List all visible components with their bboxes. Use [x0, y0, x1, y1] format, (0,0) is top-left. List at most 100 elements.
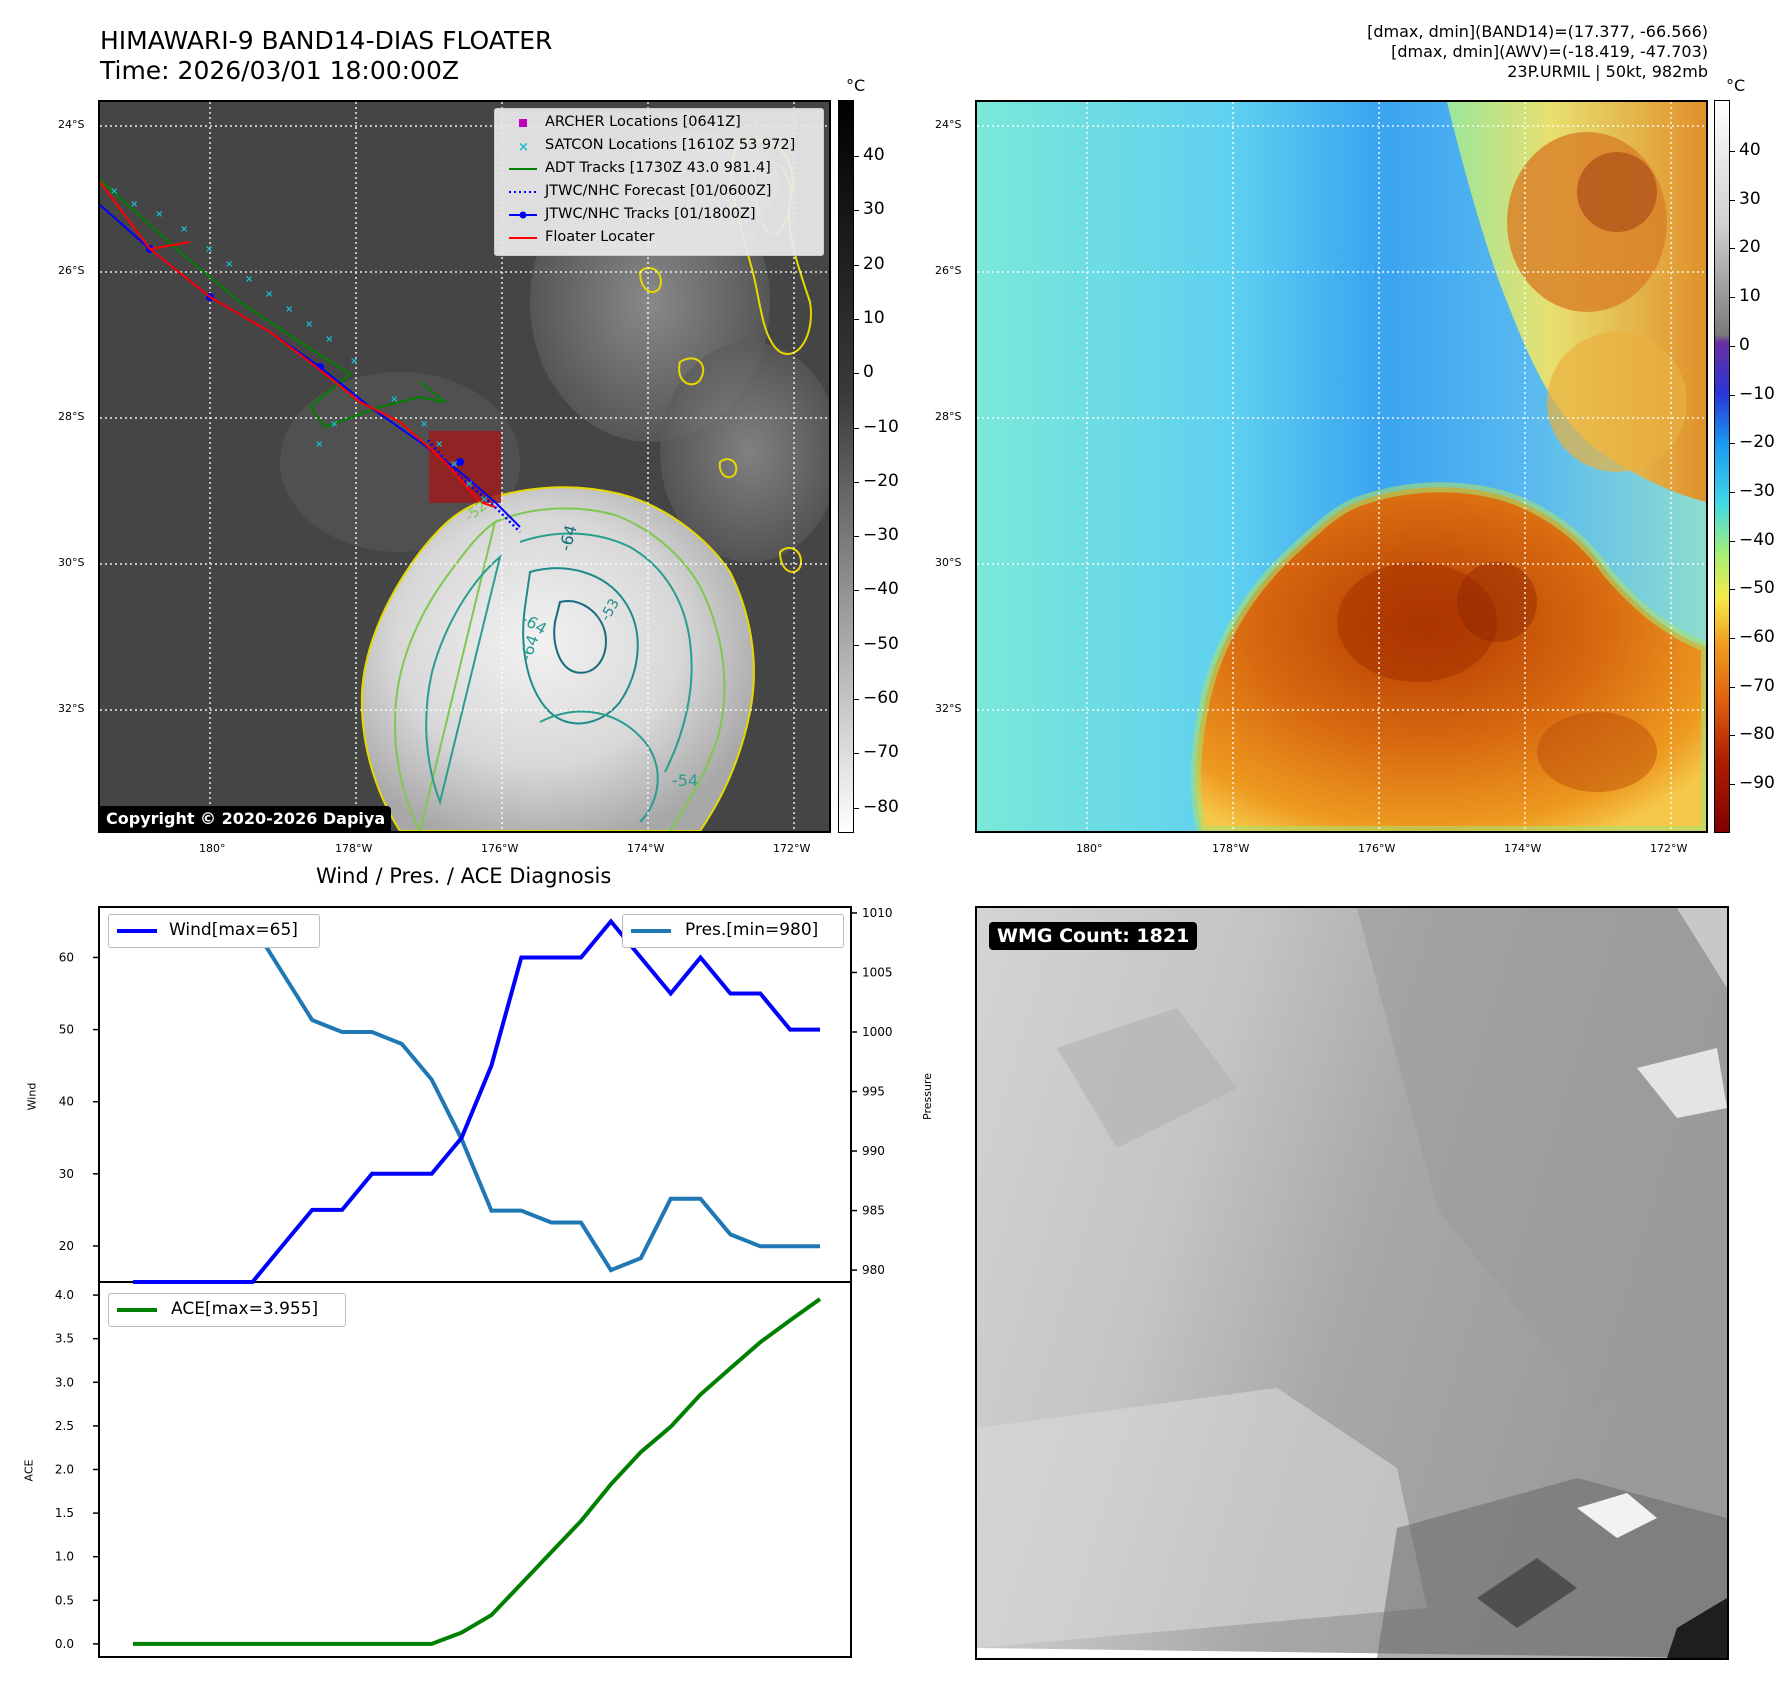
- color-cbar-tick-label: −10: [1739, 383, 1775, 404]
- pressure-axis-tick-label: 1010: [862, 906, 893, 920]
- gray-cbar-tick-mark: [853, 699, 859, 700]
- floater-locator-box: [429, 431, 501, 503]
- color-cbar-tick-label: 30: [1739, 188, 1761, 209]
- color-cbar-tick-label: −50: [1739, 578, 1775, 599]
- color-cbar-tick-label: −70: [1739, 675, 1775, 696]
- color-cbar-tick-label: −30: [1739, 480, 1775, 501]
- gray-cbar-tick-mark: [853, 264, 859, 266]
- color-cbar-tick-mark: [1729, 686, 1735, 688]
- gray-cbar-tick-mark: [853, 156, 859, 157]
- ace-axis-tick-label: 0.5: [55, 1593, 74, 1607]
- svg-text:×: ×: [420, 419, 428, 430]
- wind-axis-tick-label: 30: [59, 1167, 74, 1181]
- wind-legend: Wind[max=65]: [108, 914, 320, 948]
- gray-cbar-tick-label: −40: [863, 579, 899, 600]
- gray-cbar-tick-mark: [853, 318, 859, 320]
- svg-text:×: ×: [350, 356, 358, 367]
- wmg-image: [977, 908, 1727, 1658]
- lon-label-178w: 178°W: [335, 842, 373, 855]
- color-cbar-tick-label: 40: [1739, 140, 1761, 160]
- svg-text:×: ×: [518, 140, 529, 153]
- color-cbar-tick-label: −80: [1739, 724, 1775, 745]
- pressure-legend: Pres.[min=980]: [622, 914, 844, 948]
- pressure-axis-tick-label: 1000: [862, 1025, 893, 1039]
- wind-axis-tick-label: 50: [59, 1023, 74, 1037]
- ace-axis-tick-label: 2.0: [55, 1463, 74, 1477]
- gray-cbar-tick-label: 0: [863, 362, 874, 383]
- gray-cbar-tick-label: −30: [863, 525, 899, 546]
- dmax-band14: [dmax, dmin](BAND14)=(17.377, -66.566): [1367, 22, 1708, 41]
- storm-info: 23P.URMIL | 50kt, 982mb: [1507, 62, 1708, 81]
- jtwc-forecast-track: [427, 439, 521, 533]
- figure-time: Time: 2026/03/01 18:00:00Z: [100, 56, 459, 85]
- color-cbar-tick-mark: [1729, 151, 1735, 152]
- ir-map-panel: × × × × × × × × × × × × × × × × × × × × -64 -64 -64 -54…: [98, 100, 831, 833]
- r-lon-label-174w: 174°W: [1504, 842, 1542, 855]
- figure-title: HIMAWARI-9 BAND14-DIAS FLOATER: [100, 26, 553, 55]
- diagnosis-chart: 60 50 40 30 20 1010 1005 1000 995 990 985 980 4.0 3…: [55, 906, 893, 1658]
- gray-cbar-tick-label: −20: [863, 470, 899, 491]
- color-map-image: [977, 102, 1706, 831]
- svg-text:×: ×: [180, 224, 188, 235]
- lon-label-174w: 174°W: [627, 842, 665, 855]
- svg-text:×: ×: [325, 334, 333, 345]
- gray-cbar-tick-label: 40: [863, 145, 885, 165]
- ace-legend: ACE[max=3.955]: [108, 1293, 346, 1327]
- color-cbar-tick-mark: [1729, 638, 1735, 639]
- lon-label-172w: 172°W: [773, 842, 811, 855]
- gray-colorbar: [838, 100, 854, 833]
- svg-text:×: ×: [130, 199, 138, 210]
- ace-axis-tick-label: 3.5: [55, 1332, 74, 1346]
- lat-label-24s: 24°S: [58, 118, 85, 131]
- satcon-markers: × × × × × × × × × × × × × × × × × × × ×: [110, 186, 488, 505]
- color-cbar-unit: °C: [1726, 76, 1746, 95]
- cyclone-cloud-shield: [361, 487, 754, 831]
- color-cbar-tick-mark: [1729, 199, 1735, 201]
- svg-text:×: ×: [305, 319, 313, 330]
- color-cbar-tick-label: −60: [1739, 627, 1775, 647]
- pressure-axis-tick-label: 1005: [862, 965, 893, 979]
- r-lat-label-30s: 30°S: [935, 556, 962, 569]
- color-cbar-tick-mark: [1729, 491, 1735, 493]
- color-cbar-tick-mark: [1729, 345, 1735, 347]
- gray-cbar-tick-label: −80: [863, 796, 899, 817]
- ace-axis-tick-label: 1.0: [55, 1550, 74, 1564]
- svg-text:×: ×: [465, 479, 473, 490]
- gray-cbar-tick-mark: [853, 210, 859, 212]
- legend-floater: Floater Locater: [509, 229, 655, 245]
- lat-label-28s: 28°S: [58, 410, 85, 423]
- gray-cbar-tick-mark: [853, 427, 859, 429]
- color-colorbar: [1714, 100, 1730, 833]
- svg-text:×: ×: [390, 394, 398, 405]
- color-map-gridlines: [977, 102, 1706, 831]
- ace-axis-tick-label: 4.0: [55, 1288, 74, 1302]
- color-cbar-tick-mark: [1729, 589, 1735, 591]
- lat-label-30s: 30°S: [58, 556, 85, 569]
- gray-cbar-tick-mark: [853, 536, 859, 538]
- wind-axis-tick-label: 60: [59, 950, 74, 964]
- lon-label-180: 180°: [199, 842, 226, 855]
- color-cbar-tick-label: 10: [1739, 286, 1761, 307]
- pressure-axis-tick-label: 985: [862, 1204, 885, 1218]
- gray-cbar-tick-mark: [853, 590, 859, 592]
- color-cbar-tick-mark: [1729, 784, 1735, 786]
- svg-text:×: ×: [315, 439, 323, 450]
- ace-axis-tick-label: 3.0: [55, 1375, 74, 1389]
- svg-text:×: ×: [225, 259, 233, 270]
- dmax-awv: [dmax, dmin](AWV)=(-18.419, -47.703): [1391, 42, 1708, 61]
- svg-text:×: ×: [285, 304, 293, 315]
- map-legend: ARCHER Locations [0641Z] × SATCON Locati…: [494, 108, 824, 256]
- ace-plot-frame: [98, 1281, 852, 1658]
- gray-cbar-tick-mark: [853, 373, 859, 375]
- svg-text:×: ×: [330, 419, 338, 430]
- r-lon-label-178w: 178°W: [1212, 842, 1250, 855]
- ace-axis-tick-label: 1.5: [55, 1506, 74, 1520]
- r-lon-label-172w: 172°W: [1650, 842, 1688, 855]
- gray-cbar-tick-label: −10: [863, 416, 899, 437]
- svg-text:×: ×: [245, 274, 253, 285]
- svg-text:×: ×: [450, 459, 458, 470]
- ace-axis-tick-label: 2.5: [55, 1419, 74, 1433]
- svg-text:×: ×: [480, 494, 488, 505]
- color-cbar-tick-mark: [1729, 443, 1735, 445]
- lat-label-32s: 32°S: [58, 702, 85, 715]
